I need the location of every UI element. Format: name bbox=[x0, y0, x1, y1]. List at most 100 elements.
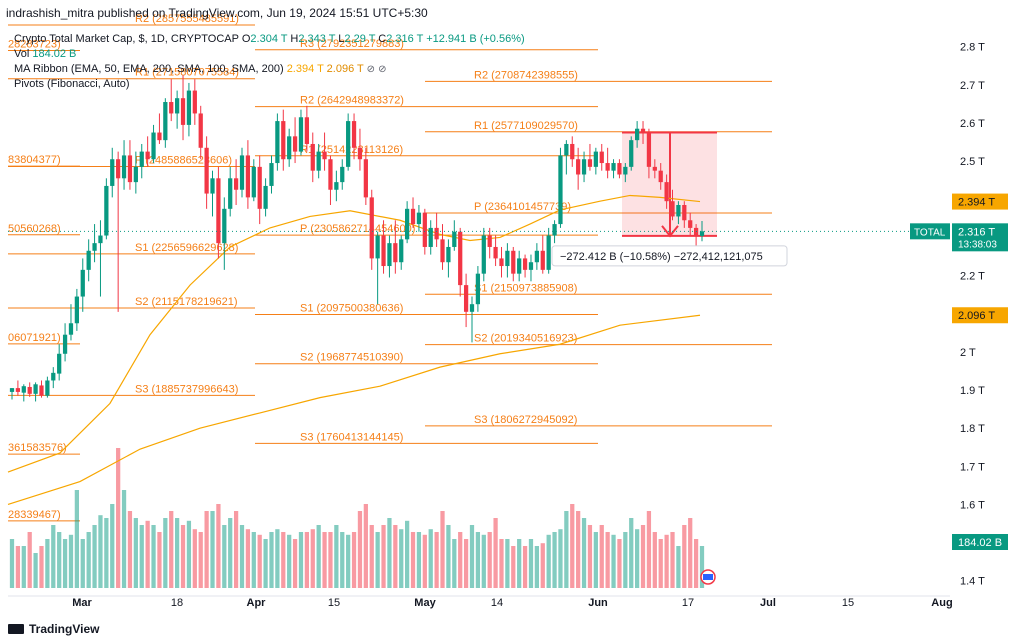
x-tick-label: Jun bbox=[588, 597, 608, 609]
candle-body bbox=[245, 155, 251, 198]
candle-body bbox=[322, 151, 327, 160]
candle-body bbox=[57, 353, 62, 374]
candle-body bbox=[410, 208, 416, 225]
volume-bar bbox=[145, 520, 150, 588]
y-tick-label: 1.6 T bbox=[960, 499, 985, 511]
candle-body bbox=[587, 159, 593, 167]
candle-body bbox=[139, 151, 144, 167]
volume-bar bbox=[623, 532, 628, 588]
pivot-label: 28339467) bbox=[8, 509, 61, 521]
volume-bar bbox=[15, 546, 21, 588]
pivot-label: 06071921) bbox=[8, 332, 61, 344]
volume-bar bbox=[593, 532, 598, 588]
candle-body bbox=[381, 235, 386, 267]
volume-bar bbox=[558, 529, 563, 588]
volume-bar bbox=[216, 504, 221, 588]
pivot-label: R2 (2708742398555) bbox=[474, 69, 578, 81]
volume-bar bbox=[310, 529, 315, 588]
candle-body bbox=[133, 166, 138, 183]
volume-bar bbox=[257, 534, 262, 588]
volume-bar bbox=[387, 518, 392, 588]
candle-body bbox=[180, 98, 186, 125]
volume-bar bbox=[39, 546, 44, 588]
candle-body bbox=[275, 121, 280, 164]
legend-vol-label[interactable]: Vol bbox=[14, 48, 30, 60]
candle-body bbox=[310, 143, 315, 171]
volume-bar bbox=[180, 525, 186, 588]
volume-bar bbox=[434, 532, 439, 588]
legend-row-pivots: Pivots (Fibonacci, Auto) bbox=[14, 78, 130, 90]
candle-body bbox=[233, 178, 239, 190]
volume-bar bbox=[646, 511, 652, 588]
volume-bar bbox=[169, 511, 174, 588]
candle-body bbox=[570, 143, 575, 160]
legend-ma-label[interactable]: MA Ribbon (EMA, 50, EMA, 200, SMA, 100, … bbox=[14, 63, 284, 75]
y-tick-label: 2.2 T bbox=[960, 271, 985, 283]
candle-body bbox=[263, 185, 268, 209]
candle-body bbox=[534, 250, 539, 263]
candle-body bbox=[682, 205, 687, 221]
volume-bar bbox=[334, 525, 339, 588]
legend-symbol[interactable]: Crypto Total Market Cap, $, 1D, CRYPTOCA… bbox=[14, 33, 239, 45]
candle-body bbox=[228, 178, 233, 209]
x-tick-label: Mar bbox=[72, 597, 92, 609]
total-symbol-label: TOTAL bbox=[914, 227, 946, 238]
legend-row-ma: MA Ribbon (EMA, 50, EMA, 200, SMA, 100, … bbox=[14, 63, 386, 75]
volume-bar bbox=[428, 529, 433, 588]
volume-bar bbox=[57, 532, 62, 588]
volume-bar bbox=[629, 518, 634, 588]
vol-badge-value: 184.02 B bbox=[958, 537, 1002, 549]
candle-body bbox=[458, 231, 463, 286]
x-tick-label: Jul bbox=[760, 597, 776, 609]
candle-body bbox=[9, 388, 15, 392]
candle-body bbox=[434, 227, 439, 240]
volume-bar bbox=[617, 539, 622, 588]
y-tick-label: 2.5 T bbox=[960, 156, 985, 168]
candle-body bbox=[576, 159, 581, 175]
volume-bar bbox=[269, 532, 274, 588]
volume-bar bbox=[27, 532, 32, 588]
volume-bar bbox=[121, 490, 127, 588]
volume-bar bbox=[635, 529, 640, 588]
volume-bar bbox=[228, 518, 233, 588]
candle-body bbox=[68, 323, 74, 335]
tradingview-logo-icon bbox=[8, 624, 24, 634]
legend-pivots-label[interactable]: Pivots (Fibonacci, Auto) bbox=[14, 78, 130, 90]
total-price-countdown: 13:38:03 bbox=[958, 239, 997, 250]
tradingview-logo[interactable]: TradingView bbox=[8, 622, 99, 636]
candle-body bbox=[658, 170, 663, 183]
candle-body bbox=[440, 239, 445, 263]
total-symbol-box bbox=[910, 223, 950, 240]
measure-tooltip: −272.412 B (−10.58%) −272,412,121,075 bbox=[551, 245, 788, 267]
published-caption: indrashish_mitra published on TradingVie… bbox=[6, 6, 428, 20]
candle-body bbox=[186, 90, 192, 125]
hide-eye-icon-2[interactable]: ⊘ bbox=[378, 64, 387, 75]
candle-body bbox=[239, 155, 245, 190]
pivot-label: S1 (2150973885908) bbox=[474, 282, 577, 294]
y-tick-label: 2 T bbox=[960, 347, 976, 359]
candle-body bbox=[581, 159, 587, 175]
candle-body bbox=[405, 208, 410, 240]
candle-body bbox=[511, 250, 516, 274]
volume-bar bbox=[233, 511, 239, 588]
volume-bar bbox=[9, 539, 15, 588]
volume-bar bbox=[110, 504, 115, 588]
candle-body bbox=[198, 113, 203, 148]
legend-vol-value: 184.02 B bbox=[32, 48, 77, 60]
candle-body bbox=[292, 136, 298, 152]
candle-body bbox=[617, 163, 622, 175]
candle-body bbox=[688, 220, 693, 228]
hide-eye-icon[interactable]: ⊘ bbox=[366, 64, 376, 75]
y-tick-label: 2.6 T bbox=[960, 118, 985, 130]
volume-bar bbox=[440, 511, 445, 588]
volume-bar bbox=[80, 539, 85, 588]
x-tick-label: Aug bbox=[931, 597, 952, 609]
candle-body bbox=[469, 304, 475, 312]
candle-body bbox=[222, 208, 227, 244]
volume-bar bbox=[693, 539, 699, 588]
y-tick-label: 1.9 T bbox=[960, 385, 985, 397]
volume-bar bbox=[499, 539, 504, 588]
volume-bar bbox=[98, 515, 103, 588]
candle-body bbox=[33, 384, 38, 394]
